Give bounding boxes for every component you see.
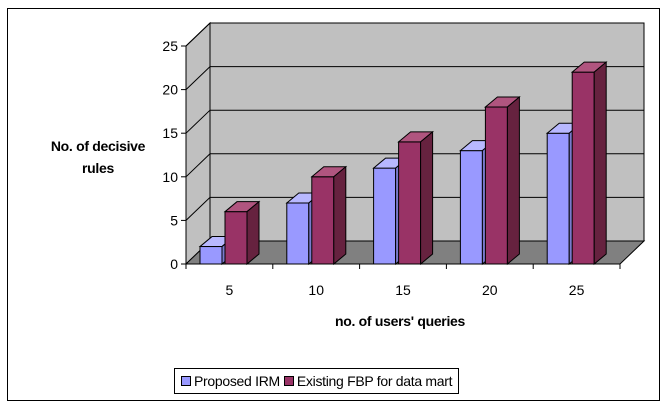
y-axis-label-line2: rules bbox=[82, 160, 114, 176]
bar-side bbox=[246, 200, 260, 266]
legend-swatch-existing-fbp bbox=[283, 376, 294, 386]
bar-existing-fbp-10 bbox=[310, 165, 348, 266]
y-axis-label: No. of decisive rules bbox=[38, 135, 158, 179]
legend-item-existing-fbp: Existing FBP for data mart bbox=[283, 373, 453, 389]
bar-front bbox=[459, 150, 483, 265]
x-tick-label: 5 bbox=[226, 282, 234, 298]
tick-labels: 0 5 10 15 20 25 5 10 15 20 25 bbox=[162, 38, 621, 298]
gridline bbox=[185, 22, 644, 47]
legend-swatch-proposed-irm bbox=[181, 376, 191, 386]
side-wall bbox=[185, 21, 211, 266]
bar-side bbox=[593, 61, 607, 266]
bar-front bbox=[398, 141, 422, 265]
x-tick-label: 25 bbox=[569, 282, 585, 298]
bar-side bbox=[420, 130, 434, 266]
legend-item-proposed-irm: Proposed IRM bbox=[181, 373, 280, 389]
x-tick-label: 15 bbox=[395, 282, 411, 298]
bar-front bbox=[546, 132, 570, 265]
bar-side bbox=[506, 95, 520, 266]
bar-front bbox=[311, 176, 335, 265]
legend-label-existing-fbp: Existing FBP for data mart bbox=[296, 373, 453, 389]
y-axis-label-line1: No. of decisive bbox=[50, 138, 146, 154]
bar-existing-fbp-25 bbox=[570, 61, 608, 266]
bar-front bbox=[571, 71, 595, 265]
y-tick-label: 25 bbox=[162, 38, 178, 54]
bar-front bbox=[373, 167, 397, 265]
bars bbox=[198, 61, 608, 266]
y-tick-label: 15 bbox=[162, 125, 178, 141]
y-tick-label: 5 bbox=[170, 212, 178, 228]
x-tick-label: 10 bbox=[308, 282, 324, 298]
bar-existing-fbp-20 bbox=[484, 95, 521, 266]
y-tick-label: 0 bbox=[170, 256, 178, 272]
y-tick-label: 10 bbox=[162, 169, 178, 185]
x-axis-label: no. of users' queries bbox=[334, 313, 466, 329]
bar-existing-fbp-15 bbox=[397, 130, 434, 266]
bar-front bbox=[199, 246, 223, 265]
bar-front bbox=[484, 106, 508, 265]
bar-front bbox=[286, 202, 310, 265]
gridline bbox=[185, 66, 644, 90]
y-tick-label: 20 bbox=[162, 82, 178, 98]
bar-front bbox=[224, 211, 248, 265]
legend-label-proposed-irm: Proposed IRM bbox=[194, 373, 280, 389]
bar-side bbox=[333, 165, 347, 266]
x-tick-label: 20 bbox=[482, 282, 498, 298]
legend: Proposed IRM Existing FBP for data mart bbox=[174, 368, 460, 394]
bar-existing-fbp-5 bbox=[223, 200, 261, 266]
